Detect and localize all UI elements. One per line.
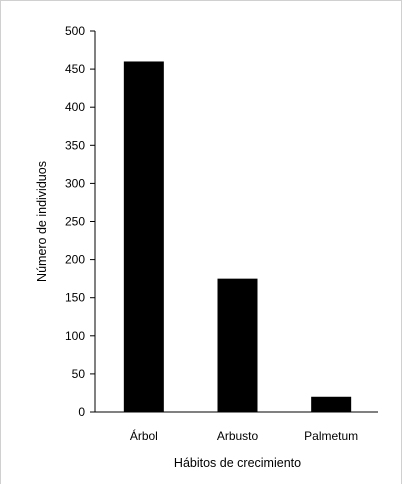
- y-tick-label: 400: [65, 100, 85, 114]
- bar: [123, 61, 164, 412]
- y-tick-label: 100: [65, 329, 85, 343]
- y-tick-label: 500: [65, 24, 85, 38]
- y-tick-label: 50: [72, 367, 86, 381]
- y-tick-label: 0: [78, 405, 85, 419]
- bar: [311, 396, 352, 412]
- y-tick-label: 200: [65, 253, 85, 267]
- x-axis-title: Hábitos de crecimiento: [174, 456, 301, 470]
- y-tick-label: 450: [65, 62, 85, 76]
- y-axis: 0 50 100 150 200 250 300 350 400 450 500: [65, 24, 96, 419]
- y-axis-title: Número de individuos: [35, 161, 49, 282]
- x-axis: Árbol Arbusto Palmetum: [95, 411, 378, 443]
- y-tick-label: 350: [65, 138, 85, 152]
- y-tick-label: 250: [65, 215, 85, 229]
- y-tick-label: 300: [65, 176, 85, 190]
- x-tick-label: Palmetum: [304, 429, 358, 443]
- y-tick-label: 150: [65, 291, 85, 305]
- x-tick-label: Arbusto: [217, 429, 259, 443]
- bars: [123, 61, 352, 412]
- x-tick-label: Árbol: [130, 428, 158, 443]
- bar: [217, 278, 258, 412]
